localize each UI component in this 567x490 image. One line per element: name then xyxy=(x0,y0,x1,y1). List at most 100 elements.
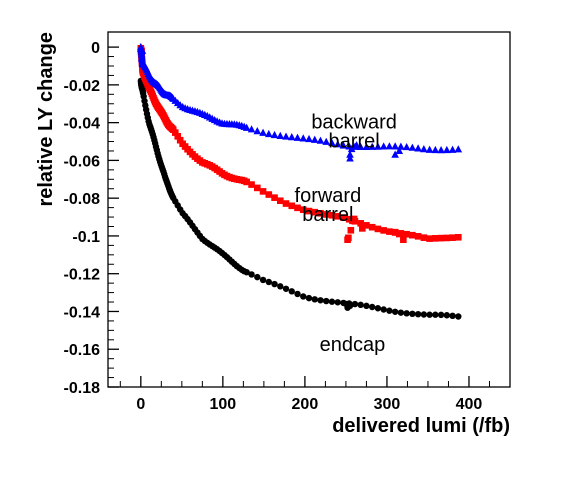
backward-barrel-point xyxy=(374,142,382,150)
x-tick-label: 300 xyxy=(374,396,401,413)
backward-barrel-point xyxy=(138,46,147,54)
backward-barrel-point xyxy=(137,54,146,62)
forward-barrel-point xyxy=(276,197,284,205)
backward-barrel-point xyxy=(347,144,356,153)
endcap-point xyxy=(363,302,370,310)
forward-barrel-point xyxy=(254,184,261,192)
endcap-point xyxy=(368,303,376,311)
forward-barrel-point xyxy=(359,225,366,232)
endcap-point xyxy=(334,299,341,306)
forward-barrel-point xyxy=(345,234,352,242)
forward-barrel-point xyxy=(357,220,364,227)
backward-barrel-point xyxy=(265,129,273,138)
backward-barrel-point xyxy=(259,128,267,136)
backward-barrel-point xyxy=(316,136,325,144)
endcap-point xyxy=(277,283,284,290)
forward-barrel-point xyxy=(174,133,182,140)
y-tick-label: -0.12 xyxy=(64,267,101,284)
endcap-point xyxy=(265,278,272,286)
backward-barrel-point xyxy=(247,125,256,133)
endcap-point xyxy=(346,302,354,310)
backward-barrel-point xyxy=(282,132,290,140)
y-axis-title: relative LY change xyxy=(35,32,57,207)
endcap-point xyxy=(282,285,290,292)
forward-barrel-point xyxy=(334,213,342,220)
forward-barrel-point xyxy=(248,181,255,188)
forward-barrel-point xyxy=(455,233,462,241)
endcap-point xyxy=(300,293,307,300)
endcap-point xyxy=(380,306,387,313)
forward-barrel-point xyxy=(403,230,410,238)
series-annotation: forward xyxy=(295,185,362,207)
backward-barrel-point xyxy=(397,142,405,150)
series-annotation: barrel xyxy=(329,130,380,152)
backward-barrel-point xyxy=(379,142,388,150)
backward-barrel-point xyxy=(346,154,354,162)
forward-barrel-point xyxy=(299,206,307,214)
endcap-point xyxy=(328,298,336,305)
backward-barrel-point xyxy=(287,133,296,141)
y-tick-label: -0.06 xyxy=(64,153,101,170)
forward-barrel-point xyxy=(443,234,451,242)
forward-barrel-point xyxy=(437,234,445,242)
tick-labels: 0 100 200 300 400 0 -0.02 -0.04 -0.06 -0.08 -0.1 -0… xyxy=(64,40,483,413)
y-tick-label: -0.02 xyxy=(64,78,101,95)
series-annotation: endcap xyxy=(320,334,386,356)
forward-barrel-point xyxy=(409,231,416,239)
backward-barrel-point xyxy=(346,150,354,158)
forward-barrel-point xyxy=(288,202,296,210)
endcap-point xyxy=(243,268,250,276)
data-points xyxy=(137,42,463,320)
endcap-point xyxy=(386,307,393,314)
plot-frame xyxy=(107,31,511,388)
endcap-point xyxy=(248,271,255,278)
endcap-point xyxy=(409,310,416,318)
forward-barrel-point xyxy=(317,209,324,217)
backward-barrel-point xyxy=(333,140,342,148)
endcap-point xyxy=(294,290,301,298)
backward-barrel-point xyxy=(385,142,394,150)
forward-barrel-point xyxy=(350,215,358,223)
forward-barrel-point xyxy=(328,211,336,219)
forward-barrel-point xyxy=(420,234,428,241)
forward-barrel-point xyxy=(347,226,355,234)
forward-barrel-point xyxy=(395,230,403,238)
backward-barrel-point xyxy=(276,131,285,139)
x-tick-label: 0 xyxy=(136,396,145,413)
backward-barrel-point xyxy=(425,145,434,153)
series-annotation: barrel xyxy=(302,204,353,226)
backward-barrel-point xyxy=(322,137,331,145)
y-tick-label: -0.04 xyxy=(64,116,101,133)
endcap-point xyxy=(357,301,364,309)
backward-barrel-point xyxy=(362,142,371,151)
x-tick-label: 400 xyxy=(456,396,483,413)
forward-barrel-point xyxy=(243,178,250,186)
endcap-point xyxy=(323,297,330,305)
endcap-point xyxy=(305,294,313,302)
backward-barrel-point xyxy=(328,138,336,147)
forward-barrel-point xyxy=(340,214,347,221)
backward-barrel-point xyxy=(242,123,251,131)
endcap-point xyxy=(317,297,324,304)
backward-barrel-point xyxy=(339,141,348,149)
endcap-point xyxy=(437,311,445,319)
x-tick-label: 100 xyxy=(210,396,237,413)
forward-barrel-point xyxy=(374,225,382,233)
backward-barrel-point xyxy=(402,142,411,151)
y-tick-label: -0.1 xyxy=(72,229,100,246)
endcap-point xyxy=(449,312,456,320)
x-tick-label: 200 xyxy=(292,396,319,413)
forward-barrel-point xyxy=(414,233,422,240)
backward-barrel-point xyxy=(443,145,451,154)
y-tick-label: -0.16 xyxy=(64,342,101,359)
backward-barrel-point xyxy=(270,130,279,139)
endcap-point xyxy=(254,273,261,281)
endcap-point xyxy=(374,305,382,312)
forward-barrel-point xyxy=(265,191,273,198)
endcap-point xyxy=(455,313,462,320)
y-tick-label: -0.18 xyxy=(64,380,101,397)
backward-barrel-point xyxy=(253,126,262,135)
endcap-point xyxy=(391,308,399,315)
